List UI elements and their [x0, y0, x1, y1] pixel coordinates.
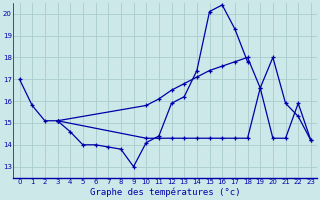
X-axis label: Graphe des températures (°c): Graphe des températures (°c): [90, 188, 240, 197]
